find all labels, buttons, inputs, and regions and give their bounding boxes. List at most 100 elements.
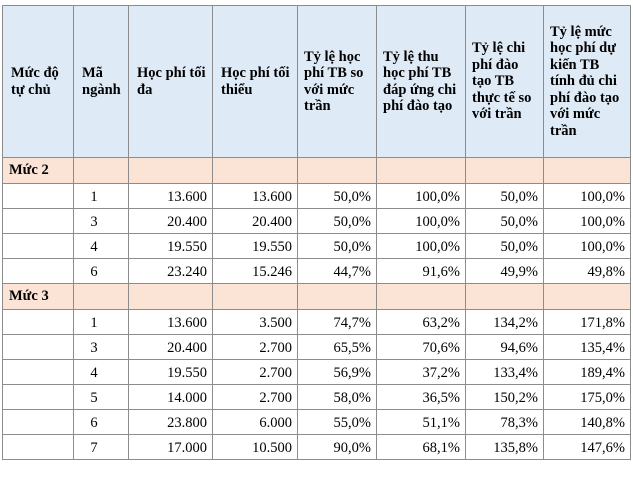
cell-min-tuition: 2.700 <box>212 384 298 410</box>
cell-min-tuition: 3.500 <box>212 309 298 335</box>
cell-collection-vs-cost: 70,6% <box>376 334 466 360</box>
cell-min-tuition: 15.246 <box>212 258 298 284</box>
group-cell <box>543 283 631 310</box>
cell-avg-vs-cap: 55,0% <box>297 409 377 435</box>
empty-level-cell <box>2 309 74 335</box>
cell-collection-vs-cost: 51,1% <box>376 409 466 435</box>
group-cell <box>212 283 298 310</box>
cell-max-tuition: 23.800 <box>128 409 213 435</box>
cell-program-code: 4 <box>73 359 129 385</box>
cell-max-tuition: 13.600 <box>128 183 213 209</box>
cell-collection-vs-cost: 36,5% <box>376 384 466 410</box>
cell-projected-vs-cap: 100,0% <box>543 183 631 209</box>
cell-min-tuition: 2.700 <box>212 359 298 385</box>
cell-min-tuition: 13.600 <box>212 183 298 209</box>
group-cell <box>376 283 466 310</box>
cell-program-code: 3 <box>73 334 129 360</box>
cell-avg-vs-cap: 90,0% <box>297 434 377 460</box>
cell-max-tuition: 17.000 <box>128 434 213 460</box>
group-cell <box>297 157 377 184</box>
cell-min-tuition: 19.550 <box>212 233 298 259</box>
cell-avg-vs-cap: 50,0% <box>297 208 377 234</box>
header-min-tuition: Học phí tối thiểu <box>212 5 298 158</box>
group-cell <box>465 283 544 310</box>
cell-projected-vs-cap: 189,4% <box>543 359 631 385</box>
header-collection-vs-cost: Tỷ lệ thu học phí TB đáp ứng chi phí đào… <box>376 5 466 158</box>
table-row: 3 20.400 20.400 50,0% 100,0% 50,0% 100,0% <box>2 208 631 234</box>
empty-level-cell <box>2 258 74 284</box>
cell-projected-vs-cap: 171,8% <box>543 309 631 335</box>
empty-level-cell <box>2 384 74 410</box>
cell-avg-vs-cap: 58,0% <box>297 384 377 410</box>
table-row: 6 23.800 6.000 55,0% 51,1% 78,3% 140,8% <box>2 409 631 435</box>
cell-program-code: 6 <box>73 258 129 284</box>
cell-collection-vs-cost: 100,0% <box>376 183 466 209</box>
header-projected-vs-cap: Tỷ lệ mức học phí dự kiến TB tính đủ chi… <box>543 5 631 158</box>
cell-avg-vs-cap: 44,7% <box>297 258 377 284</box>
empty-level-cell <box>2 233 74 259</box>
cell-projected-vs-cap: 140,8% <box>543 409 631 435</box>
table-row: 6 23.240 15.246 44,7% 91,6% 49,9% 49,8% <box>2 258 631 284</box>
header-max-tuition: Học phí tối đa <box>128 5 213 158</box>
group-row: Mức 3 <box>2 283 631 310</box>
cell-min-tuition: 20.400 <box>212 208 298 234</box>
header-row: Mức độ tự chủ Mã ngành Học phí tối đa Họ… <box>2 5 631 158</box>
group-cell <box>73 283 129 310</box>
cell-avg-vs-cap: 74,7% <box>297 309 377 335</box>
tuition-table: Mức độ tự chủ Mã ngành Học phí tối đa Họ… <box>2 5 631 460</box>
cell-max-tuition: 20.400 <box>128 334 213 360</box>
group-label: Mức 2 <box>2 157 74 184</box>
cell-program-code: 5 <box>73 384 129 410</box>
cell-max-tuition: 23.240 <box>128 258 213 284</box>
table-row: 4 19.550 2.700 56,9% 37,2% 133,4% 189,4% <box>2 359 631 385</box>
header-cost-vs-cap: Tỷ lệ chi phí đào tạo TB thực tế so với … <box>465 5 544 158</box>
group-cell <box>376 157 466 184</box>
group-cell <box>212 157 298 184</box>
empty-level-cell <box>2 208 74 234</box>
cell-program-code: 4 <box>73 233 129 259</box>
cell-program-code: 6 <box>73 409 129 435</box>
group-cell <box>128 283 213 310</box>
cell-program-code: 1 <box>73 183 129 209</box>
group-cell <box>465 157 544 184</box>
cell-avg-vs-cap: 56,9% <box>297 359 377 385</box>
cell-projected-vs-cap: 100,0% <box>543 233 631 259</box>
empty-level-cell <box>2 359 74 385</box>
cell-cost-vs-cap: 50,0% <box>465 208 544 234</box>
cell-avg-vs-cap: 50,0% <box>297 233 377 259</box>
cell-cost-vs-cap: 49,9% <box>465 258 544 284</box>
empty-level-cell <box>2 334 74 360</box>
empty-level-cell <box>2 434 74 460</box>
cell-cost-vs-cap: 78,3% <box>465 409 544 435</box>
cell-collection-vs-cost: 68,1% <box>376 434 466 460</box>
empty-level-cell <box>2 409 74 435</box>
table-row: 1 13.600 13.600 50,0% 100,0% 50,0% 100,0% <box>2 183 631 209</box>
cell-collection-vs-cost: 37,2% <box>376 359 466 385</box>
cell-program-code: 7 <box>73 434 129 460</box>
cell-cost-vs-cap: 150,2% <box>465 384 544 410</box>
cell-max-tuition: 13.600 <box>128 309 213 335</box>
group-cell <box>73 157 129 184</box>
cell-max-tuition: 19.550 <box>128 233 213 259</box>
cell-max-tuition: 20.400 <box>128 208 213 234</box>
group-row: Mức 2 <box>2 157 631 184</box>
cell-max-tuition: 19.550 <box>128 359 213 385</box>
cell-collection-vs-cost: 91,6% <box>376 258 466 284</box>
cell-avg-vs-cap: 50,0% <box>297 183 377 209</box>
table-row: 7 17.000 10.500 90,0% 68,1% 135,8% 147,6% <box>2 434 631 460</box>
group-cell <box>543 157 631 184</box>
cell-max-tuition: 14.000 <box>128 384 213 410</box>
cell-cost-vs-cap: 94,6% <box>465 334 544 360</box>
cell-projected-vs-cap: 175,0% <box>543 384 631 410</box>
group-cell <box>297 283 377 310</box>
header-avg-vs-cap: Tỷ lệ học phí TB so với mức trần <box>297 5 377 158</box>
cell-min-tuition: 10.500 <box>212 434 298 460</box>
cell-min-tuition: 6.000 <box>212 409 298 435</box>
cell-projected-vs-cap: 100,0% <box>543 208 631 234</box>
cell-min-tuition: 2.700 <box>212 334 298 360</box>
cell-projected-vs-cap: 147,6% <box>543 434 631 460</box>
cell-collection-vs-cost: 100,0% <box>376 233 466 259</box>
group-label: Mức 3 <box>2 283 74 310</box>
cell-projected-vs-cap: 135,4% <box>543 334 631 360</box>
cell-collection-vs-cost: 100,0% <box>376 208 466 234</box>
